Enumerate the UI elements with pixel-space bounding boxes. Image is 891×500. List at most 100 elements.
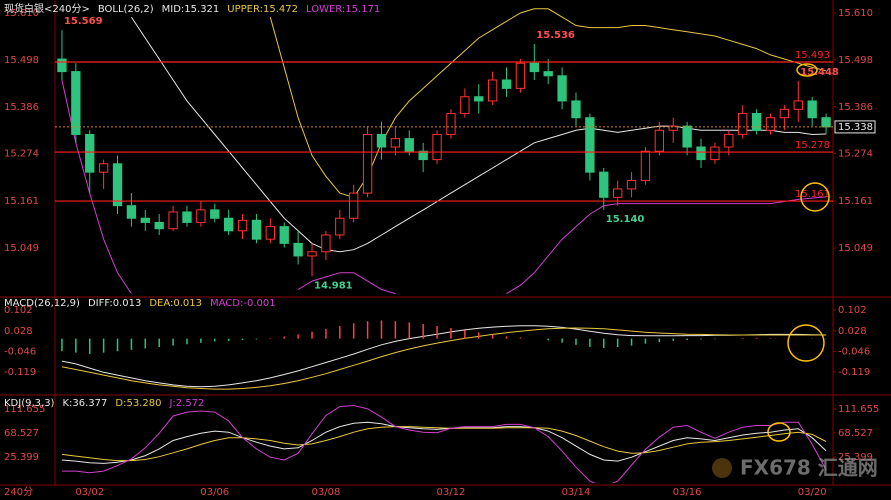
- candle-body: [210, 209, 220, 219]
- highlight-circle: [767, 422, 791, 442]
- level-label: 15.278: [795, 140, 830, 151]
- level-label: 15.493: [795, 50, 830, 61]
- candle-body: [237, 219, 248, 232]
- candle-body: [182, 211, 192, 223]
- candle-body: [335, 217, 345, 236]
- candle-body: [446, 113, 456, 135]
- candle-body: [821, 117, 831, 128]
- y-tick-label: 25.399: [838, 452, 873, 463]
- x-tick-label: 03/06: [200, 487, 229, 498]
- candle-body: [474, 96, 484, 102]
- y-tick-label: 15.498: [838, 55, 873, 66]
- legend-entry: J:2.572: [168, 398, 204, 409]
- y-tick-label: 0.028: [4, 326, 33, 337]
- candle-body: [751, 113, 762, 131]
- price-annotation: 15.448: [800, 67, 839, 78]
- candle-body: [724, 133, 734, 148]
- candle-body: [196, 209, 206, 223]
- candle-body: [738, 113, 748, 135]
- last-price-label: 15.338: [838, 122, 873, 133]
- y-tick-label: 15.049: [838, 243, 873, 254]
- candle-body: [529, 62, 539, 73]
- series-line: [61, 421, 827, 464]
- plot-layer: 240分 03/02 03/06 03/08 03/12 03/14 03/16 03/20 1…: [4, 2, 879, 498]
- period-label: 240分: [4, 486, 33, 498]
- y-tick-label: 15.161: [838, 196, 873, 207]
- candle-body: [279, 226, 289, 244]
- candle-body: [223, 217, 234, 232]
- y-tick-label: 15.498: [4, 55, 39, 66]
- candle-body: [98, 163, 109, 173]
- candle-body: [807, 100, 817, 119]
- candle-body: [140, 217, 150, 223]
- candle-body: [376, 133, 387, 148]
- candle-body: [432, 133, 442, 161]
- candle-body: [112, 163, 123, 207]
- y-tick-label: 15.610: [838, 8, 873, 19]
- x-tick-label: 03/08: [311, 487, 340, 498]
- price-annotation: 15.569: [64, 16, 103, 27]
- y-tick-label: 15.274: [838, 149, 873, 160]
- y-tick-label: -0.119: [838, 367, 870, 378]
- series-line: [61, 325, 827, 388]
- candle-body: [404, 138, 414, 152]
- candle-body: [460, 96, 470, 115]
- legend-entry: LOWER:15.171: [306, 4, 380, 15]
- y-tick-label: 15.161: [4, 196, 39, 207]
- series-line: [61, 327, 827, 390]
- x-tick-label: 03/20: [798, 487, 827, 498]
- candle-body: [585, 117, 595, 173]
- y-tick-label: 15.610: [4, 8, 39, 19]
- candle-body: [126, 205, 137, 219]
- x-tick-label: 03/14: [562, 487, 591, 498]
- candle-body: [349, 192, 359, 219]
- legend-entry: DEA:0.013: [149, 298, 202, 309]
- y-tick-label: 15.274: [4, 149, 39, 160]
- candle-body: [696, 146, 706, 161]
- legend-entry: MACD:-0.001: [210, 298, 276, 309]
- level-label: 15.161: [795, 189, 830, 200]
- candle-body: [293, 242, 303, 257]
- panel-title: MACD(26,12,9): [4, 298, 80, 309]
- candle-body: [501, 79, 512, 89]
- candle-body: [362, 133, 373, 194]
- y-tick-label: 0.102: [838, 305, 867, 316]
- y-tick-label: 0.102: [4, 305, 33, 316]
- series-line: [130, 16, 827, 253]
- candle-body: [710, 146, 720, 161]
- legend-entry: MID:15.321: [162, 4, 220, 15]
- candle-body: [85, 133, 95, 173]
- candle-body: [487, 79, 498, 102]
- series-line: [61, 404, 827, 483]
- candle-body: [390, 138, 401, 148]
- panel-title: 现货白银<240分>: [4, 2, 90, 15]
- panel-title: KDJ(9,3,3): [4, 398, 55, 409]
- candle-body: [571, 100, 581, 119]
- y-tick-label: 15.049: [4, 243, 39, 254]
- candle-body: [779, 108, 790, 119]
- panel: [57, 8, 831, 295]
- candle-body: [793, 100, 803, 110]
- price-annotation: 15.140: [606, 214, 645, 225]
- x-tick-label: 03/12: [437, 487, 466, 498]
- panel: [61, 320, 827, 390]
- y-tick-label: 25.399: [4, 452, 39, 463]
- y-tick-label: 68.527: [838, 428, 873, 439]
- candle-body: [557, 75, 567, 102]
- x-tick-label: 03/02: [75, 487, 104, 498]
- candle-body: [251, 219, 262, 240]
- y-tick-label: 15.386: [838, 102, 873, 113]
- candle-body: [626, 180, 637, 190]
- legend-entry: K:36.377: [62, 398, 107, 409]
- candle-body: [682, 125, 692, 148]
- legend-entry: DIFF:0.013: [88, 298, 141, 309]
- highlight-circle: [796, 63, 818, 77]
- last-price-box: [834, 120, 876, 134]
- panel: [61, 404, 827, 483]
- candle-body: [321, 234, 331, 253]
- candle-body: [154, 221, 164, 230]
- y-tick-label: 68.527: [4, 428, 39, 439]
- candle-body: [765, 117, 776, 131]
- y-tick-label: -0.119: [4, 367, 36, 378]
